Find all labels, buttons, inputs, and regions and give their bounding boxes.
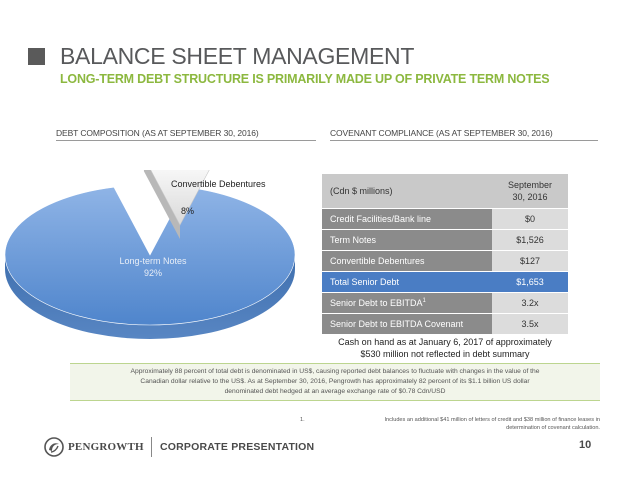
row-label: Term Notes [322, 229, 492, 251]
footnote-line2: determination of covenant calculation. [506, 425, 600, 431]
row-value: $1,653 [492, 271, 568, 293]
table-row: Convertible Debentures $127 [322, 250, 568, 272]
covenant-compliance-heading: COVENANT COMPLIANCE (AS AT SEPTEMBER 30,… [330, 128, 553, 138]
footnote: 1. Includes an additional $41 million of… [300, 416, 600, 432]
footnote-text: Includes an additional $41 million of le… [300, 416, 601, 432]
page-title: BALANCE SHEET MANAGEMENT [60, 43, 415, 69]
pie-slice-side-notes [5, 255, 295, 339]
header-value-line2: 30, 2016 [512, 191, 548, 202]
currency-note-box: Approximately 88 percent of total debt i… [70, 363, 600, 401]
note-line2: Canadian dollar relative to the US$. As … [140, 378, 530, 385]
logo-wordmark: PENGROWTH [68, 441, 144, 453]
pie-slice-notes [4, 186, 296, 326]
title-marker [28, 48, 45, 65]
table-row: Senior Debt to EBITDA Covenant 3.5x [322, 313, 568, 335]
row-label: Convertible Debentures [322, 250, 492, 272]
row-value: $1,526 [492, 229, 568, 251]
footer-divider [151, 437, 152, 457]
note-line1: Approximately 88 percent of total debt i… [130, 368, 540, 375]
table-header-row: (Cdn $ millions) September 30, 2016 [322, 174, 568, 209]
row-label: Senior Debt to EBITDA1 [322, 292, 492, 314]
covenant-table: (Cdn $ millions) September 30, 2016 Credi… [322, 174, 568, 335]
footer-presentation-label: CORPORATE PRESENTATION [160, 441, 315, 453]
table-row: Senior Debt to EBITDA1 3.2x [322, 292, 568, 314]
row-value: $127 [492, 250, 568, 272]
table-header-value: September 30, 2016 [492, 174, 568, 209]
page-number: 10 [579, 439, 592, 451]
row-label: Credit Facilities/Bank line [322, 208, 492, 230]
footnote-line1: Includes an additional $41 million of le… [384, 417, 601, 423]
page-subtitle: LONG-TERM DEBT STRUCTURE IS PRIMARILY MA… [60, 72, 550, 86]
note-line3: denominated debt hedged at an average ex… [224, 388, 446, 395]
debt-composition-chart: Convertible Debentures 8% Long-term Note… [0, 154, 320, 340]
row-value: 3.5x [492, 313, 568, 335]
cash-note-line1: Cash on hand as at January 6, 2017 of ap… [338, 337, 552, 347]
covenant-compliance-rule [330, 140, 598, 141]
company-logo: PENGROWTH [44, 437, 144, 457]
table-row: Term Notes $1,526 [322, 229, 568, 251]
slice-value-notes: 92% [143, 268, 162, 278]
footnote-marker: 1 [422, 297, 426, 304]
table-row: Credit Facilities/Bank line $0 [322, 208, 568, 230]
header-value-line1: September [507, 179, 553, 190]
cash-note: Cash on hand as at January 6, 2017 of ap… [322, 336, 568, 360]
pie-slice-side-convertible [143, 157, 180, 239]
row-label: Senior Debt to EBITDA Covenant [322, 313, 492, 335]
row-label: Total Senior Debt [322, 271, 492, 293]
table-header-label: (Cdn $ millions) [322, 174, 492, 209]
row-value: 3.2x [492, 292, 568, 314]
row-value: $0 [492, 208, 568, 230]
slice-label-notes: Long-term Notes [119, 256, 187, 266]
table-row-highlight: Total Senior Debt $1,653 [322, 271, 568, 293]
slice-value-convertible: 8% [181, 206, 195, 216]
cash-note-line2: $530 million not reflected in debt summa… [360, 349, 530, 359]
debt-composition-rule [56, 140, 316, 141]
pengrowth-swirl-icon [44, 437, 64, 457]
row-label-text: Senior Debt to EBITDA [330, 297, 423, 308]
debt-composition-heading: DEBT COMPOSITION (AS AT SEPTEMBER 30, 20… [56, 128, 259, 138]
pie-svg [4, 154, 296, 339]
footnote-number: 1. [300, 417, 305, 423]
slice-label-convertible: Convertible Debentures [171, 179, 266, 189]
